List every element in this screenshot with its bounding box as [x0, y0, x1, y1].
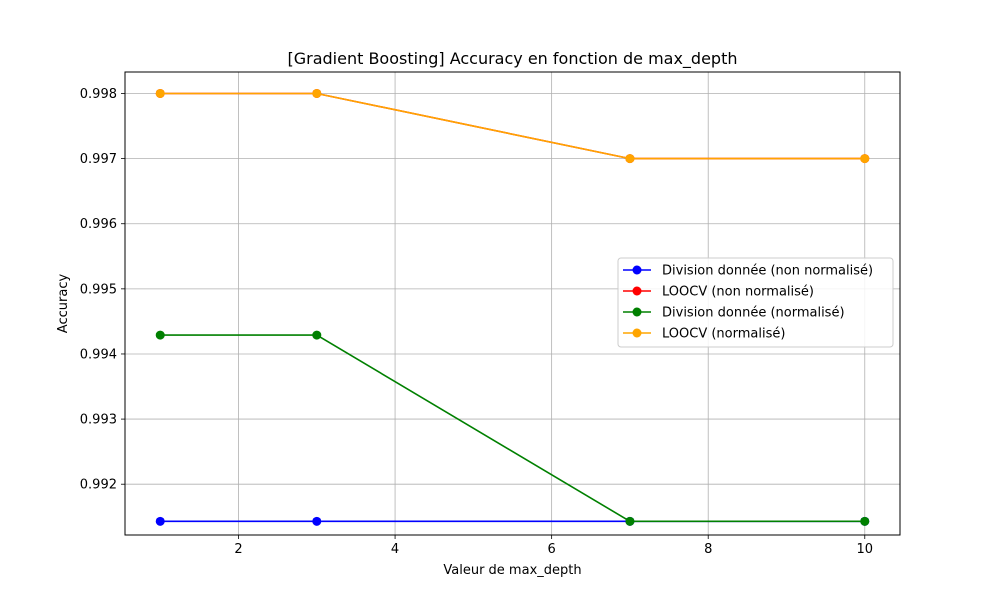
x-axis-label: Valeur de max_depth — [443, 563, 581, 578]
x-tick-label: 6 — [548, 542, 556, 557]
legend-marker — [632, 286, 642, 296]
y-tick-label: 0.996 — [80, 217, 117, 232]
y-tick-label: 0.995 — [80, 282, 117, 297]
legend-item: Division donnée (non normalisé) — [623, 264, 873, 279]
y-tick-label: 0.992 — [80, 478, 117, 493]
legend-marker — [632, 265, 642, 275]
data-point — [312, 330, 322, 340]
series-line — [160, 334, 865, 523]
data-point — [155, 88, 165, 98]
chart-title: [Gradient Boosting] Accuracy en fonction… — [287, 49, 737, 69]
x-tick-label: 2 — [234, 542, 242, 557]
legend-label: LOOCV (non normalisé) — [662, 285, 814, 300]
series-2 — [155, 330, 870, 526]
ticks: 2 4 6 8 10 0.992 0.993 0.994 0.995 0.996 0.997 0.99… — [80, 87, 873, 557]
plot-frame — [124, 71, 901, 536]
legend-label: Division donnée (non normalisé) — [662, 264, 873, 279]
data-point — [625, 516, 635, 526]
data-point — [860, 154, 870, 164]
y-tick-label: 0.997 — [80, 152, 117, 167]
legend-item: Division donnée (normalisé) — [623, 306, 845, 321]
legend-item: LOOCV (non normalisé) — [623, 285, 814, 300]
data-point — [155, 330, 165, 340]
data-point — [312, 88, 322, 98]
series-line — [160, 92, 865, 160]
x-tick-label: 4 — [391, 542, 399, 557]
data-point — [860, 516, 870, 526]
y-tick-label: 0.998 — [80, 87, 117, 102]
series-layer — [155, 88, 870, 526]
legend-label: Division donnée (normalisé) — [662, 306, 845, 321]
x-tick-label: 10 — [856, 542, 873, 557]
series-3 — [155, 88, 870, 164]
x-tick-label: 8 — [704, 542, 712, 557]
legend-marker — [632, 307, 642, 317]
legend-box — [617, 257, 894, 348]
data-point — [312, 516, 322, 526]
y-tick-label: 0.994 — [80, 347, 117, 362]
data-point — [625, 154, 635, 164]
legend-item: LOOCV (normalisé) — [623, 327, 785, 342]
legend-marker — [632, 328, 642, 338]
y-axis-label: Accuracy — [56, 274, 71, 334]
data-point — [155, 516, 165, 526]
legend: Division donnée (non normalisé) LOOCV (no… — [617, 257, 894, 348]
legend-label: LOOCV (normalisé) — [662, 327, 785, 342]
y-tick-label: 0.993 — [80, 413, 117, 428]
